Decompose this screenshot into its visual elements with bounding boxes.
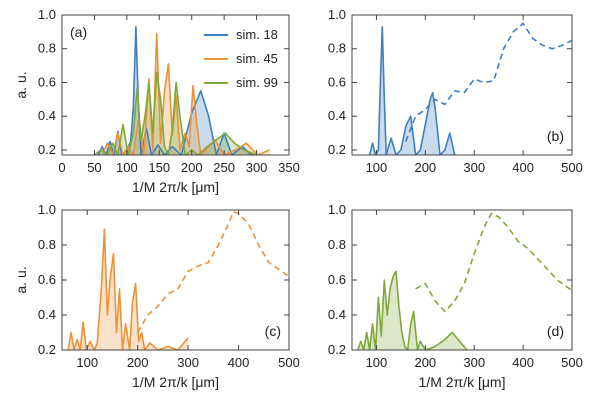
x-tick-label: 100 [76, 355, 98, 370]
x-tick-label: 400 [512, 355, 534, 370]
y-tick-label: 0.2 [38, 342, 56, 357]
legend-entry: sim. 99 [236, 75, 278, 90]
x-axis-label: 1/M 2π/k [μm] [132, 179, 219, 195]
x-tick-label: 100 [116, 160, 138, 175]
x-tick-label: 300 [177, 355, 199, 370]
series-line-sim18-0 [368, 26, 456, 155]
x-tick-label: 500 [278, 355, 300, 370]
y-tick-label: 1.0 [38, 202, 56, 217]
x-tick-label: 100 [366, 160, 388, 175]
y-tick-label: 0.4 [38, 307, 56, 322]
y-tick-label: 0.2 [38, 142, 56, 157]
x-tick-label: 200 [414, 355, 436, 370]
y-tick-label: 0.4 [328, 307, 346, 322]
panel-label: (b) [547, 128, 564, 144]
x-axis-label: 1/M 2π/k [μm] [132, 374, 219, 390]
x-tick-label: 400 [512, 160, 534, 175]
y-tick-label: 1.0 [328, 7, 346, 22]
y-tick-label: 0.2 [328, 142, 346, 157]
x-tick-label: 200 [414, 160, 436, 175]
series-line-sim18-1 [405, 22, 572, 142]
series-fill-sim45-0 [68, 229, 189, 350]
x-tick-label: 100 [366, 355, 388, 370]
legend-entry: sim. 45 [236, 51, 278, 66]
y-axis-label: a. u. [13, 266, 29, 293]
x-tick-label: 300 [246, 160, 268, 175]
plot-area [368, 22, 572, 155]
x-tick-label: 300 [463, 160, 485, 175]
series-line-sim45-1 [137, 211, 289, 333]
plot-area [93, 26, 270, 155]
series-line-sim99-1 [415, 212, 572, 313]
x-tick-label: 250 [213, 160, 235, 175]
y-tick-label: 0.8 [38, 237, 56, 252]
y-tick-label: 1.0 [38, 7, 56, 22]
panel-label: (d) [547, 323, 564, 339]
legend: sim. 18 sim. 45 sim. 99 [204, 27, 278, 90]
panel-a: 0 50 100 150 200 250 300 350 0.2 0.4 0.6 0.8 1.0 1/M … [13, 7, 300, 195]
x-tick-label: 300 [463, 355, 485, 370]
panel-label: (a) [70, 24, 87, 40]
x-tick-label: 0 [58, 160, 65, 175]
y-tick-label: 0.6 [328, 74, 346, 89]
y-tick-label: 1.0 [328, 202, 346, 217]
x-tick-label: 200 [127, 355, 149, 370]
x-tick-label: 500 [561, 160, 583, 175]
x-tick-label: 350 [278, 160, 300, 175]
x-tick-label: 400 [228, 355, 250, 370]
series-line-sim99-2 [93, 71, 257, 155]
series-line-sim99-0 [357, 270, 468, 350]
x-tick-label: 50 [87, 160, 101, 175]
panel-label: (c) [265, 323, 281, 339]
y-tick-label: 0.4 [38, 108, 56, 123]
plot-frame [351, 14, 573, 156]
y-tick-label: 0.6 [38, 74, 56, 89]
y-tick-label: 0.8 [38, 41, 56, 56]
y-tick-label: 0.2 [328, 342, 346, 357]
series-fill-sim18-0 [369, 26, 455, 155]
panel-d: 100 200 300 400 500 0.2 0.4 0.6 0.8 1.0 1/M 2π/k [… [328, 202, 583, 390]
plot-frame [61, 209, 290, 351]
x-tick-label: 500 [561, 355, 583, 370]
y-tick-label: 0.4 [328, 108, 346, 123]
plot-area [67, 211, 289, 350]
y-tick-label: 0.8 [328, 237, 346, 252]
x-axis-label: 1/M 2π/k [μm] [419, 374, 506, 390]
plot-area [357, 212, 572, 350]
series-line-sim45-0 [67, 228, 189, 350]
panel-c: 100 200 300 400 500 0.2 0.4 0.6 0.8 1.0 1/M 2π/k [… [13, 202, 300, 390]
legend-entry: sim. 18 [236, 27, 278, 42]
panel-b: 100 200 300 400 500 0.2 0.4 0.6 0.8 1.0 (b) [328, 7, 583, 175]
y-tick-label: 0.6 [328, 272, 346, 287]
series-fill-sim99-2 [94, 72, 257, 155]
y-tick-label: 0.6 [38, 272, 56, 287]
y-tick-label: 0.8 [328, 41, 346, 56]
plot-frame [61, 14, 290, 156]
x-tick-label: 200 [181, 160, 203, 175]
x-tick-label: 150 [148, 160, 170, 175]
y-axis-label: a. u. [13, 71, 29, 98]
